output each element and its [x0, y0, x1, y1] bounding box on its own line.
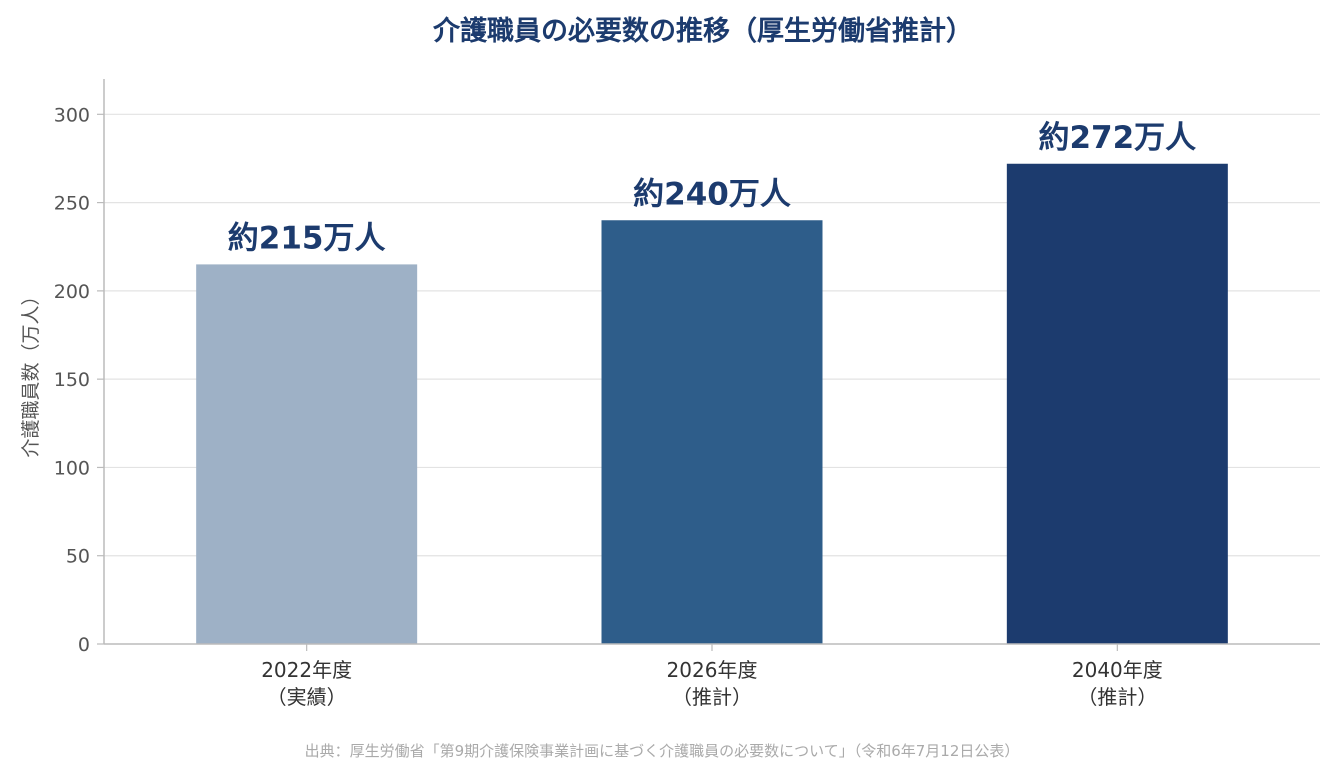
bar-1	[196, 264, 418, 644]
x-tick-label-3-line-2: （推計）	[1077, 685, 1157, 709]
bar-2	[601, 220, 823, 644]
x-tick-label-2-line-2: （推計）	[672, 685, 752, 709]
y-tick-label-50: 50	[66, 546, 90, 568]
labels-layer: 0 50 100 150 200 250 300 約215万人 2022年度 （実績） 約240万人…	[54, 104, 1196, 709]
y-tick-label-100: 100	[54, 457, 90, 479]
y-tick-label-200: 200	[54, 281, 90, 303]
axes-layer	[97, 79, 1320, 651]
source-note: 出典：厚生労働省「第9期介護保険事業計画に基づく介護職員の必要数について」（令和…	[305, 742, 1020, 760]
x-tick-label-1-line-1: 2022年度	[261, 658, 352, 682]
data-label-2: 約240万人	[633, 176, 791, 212]
y-tick-label-150: 150	[54, 369, 90, 391]
data-label-3: 約272万人	[1038, 120, 1196, 156]
y-tick-label-0: 0	[78, 634, 90, 656]
y-tick-label-300: 300	[54, 104, 90, 126]
bar-3	[1006, 163, 1228, 644]
y-axis-label: 介護職員数（万人）	[20, 286, 42, 457]
x-tick-label-1-line-2: （実績）	[267, 685, 347, 709]
y-tick-label-250: 250	[54, 193, 90, 215]
x-tick-label-2-line-1: 2026年度	[667, 658, 758, 682]
bars-layer	[196, 163, 1228, 644]
chart-title: 介護職員の必要数の推移（厚生労働省推計）	[432, 15, 973, 47]
data-label-1: 約215万人	[228, 220, 386, 256]
x-tick-label-3-line-1: 2040年度	[1072, 658, 1163, 682]
